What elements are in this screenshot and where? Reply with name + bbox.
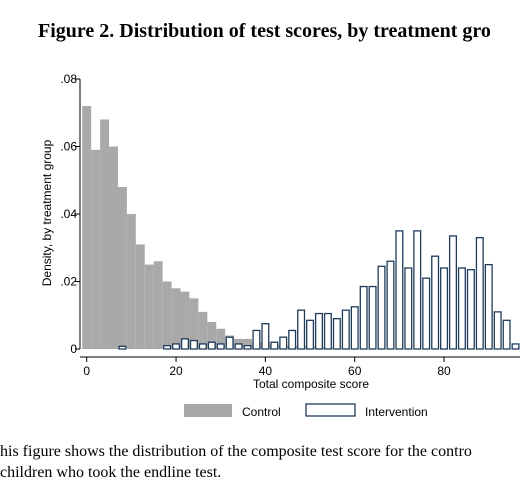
intervention-bar xyxy=(225,336,234,350)
intervention-bar xyxy=(288,329,297,350)
x-tick-label: 60 xyxy=(348,364,362,378)
control-bar xyxy=(243,338,252,350)
control-bar xyxy=(171,288,181,349)
control-bar xyxy=(135,244,145,350)
intervention-bar xyxy=(502,319,511,350)
intervention-bar xyxy=(422,277,431,350)
control-bar xyxy=(91,149,101,349)
intervention-bar xyxy=(306,319,315,350)
intervention-bar xyxy=(386,260,395,350)
intervention-bar xyxy=(431,255,440,350)
intervention-bar xyxy=(341,309,350,350)
control-bar xyxy=(100,119,110,349)
control-bar xyxy=(144,264,154,350)
intervention-bar xyxy=(448,235,458,350)
x-tick-label: 40 xyxy=(259,364,273,378)
intervention-bar xyxy=(404,267,413,350)
intervention-bar xyxy=(234,343,243,350)
x-tick-label: 0 xyxy=(83,364,90,378)
intervention-bar xyxy=(511,343,520,350)
intervention-bar xyxy=(297,309,306,350)
control-bars xyxy=(82,106,351,350)
control-bar xyxy=(109,146,118,349)
intervention-bar xyxy=(252,329,261,350)
legend-swatch-control xyxy=(184,404,232,417)
chart-svg: 0 .02 .04 .06 .08 0 20 40 60 80 Density, by treat… xyxy=(40,72,520,419)
y-tick-label: 0 xyxy=(70,342,77,356)
intervention-bar xyxy=(279,336,288,350)
control-bar xyxy=(189,298,199,350)
caption-line-2: children who took the endline test. xyxy=(0,464,222,481)
intervention-bar xyxy=(475,236,484,350)
intervention-bar xyxy=(270,341,279,350)
control-bar xyxy=(82,106,92,349)
x-tick-label: 20 xyxy=(169,364,183,378)
intervention-bar xyxy=(359,285,368,350)
intervention-bar xyxy=(368,285,377,350)
intervention-bar xyxy=(189,339,198,350)
intervention-bar xyxy=(198,343,207,350)
intervention-bar xyxy=(395,230,404,350)
control-bar xyxy=(216,328,226,349)
y-tick-label: .04 xyxy=(60,207,77,221)
intervention-bar xyxy=(243,344,252,350)
control-bar xyxy=(180,291,190,350)
axes: 0 .02 .04 .06 .08 0 20 40 60 80 xyxy=(60,72,520,378)
control-bar xyxy=(126,214,136,349)
intervention-bars xyxy=(118,230,520,350)
legend-swatch-intervention xyxy=(305,403,356,417)
control-bar xyxy=(207,322,217,349)
intervention-bar xyxy=(323,312,332,350)
figure-title: Figure 2. Distribution of test scores, b… xyxy=(38,20,491,42)
y-axis-label: Density, by treatment group xyxy=(40,139,54,286)
y-tick-label: .08 xyxy=(60,72,77,86)
intervention-bar xyxy=(466,269,475,350)
y-tick-label: .02 xyxy=(60,275,77,289)
intervention-bar xyxy=(484,263,493,350)
control-bar xyxy=(153,261,163,349)
intervention-bar xyxy=(261,323,270,350)
figure-caption: his figure shows the distribution of the… xyxy=(0,441,520,483)
intervention-bar xyxy=(457,267,466,350)
intervention-bar xyxy=(180,338,189,350)
intervention-bar xyxy=(413,230,422,350)
intervention-bar xyxy=(118,345,127,350)
histogram-chart: 0 .02 .04 .06 .08 0 20 40 60 80 Density, by treat… xyxy=(0,60,520,440)
intervention-bar xyxy=(216,343,225,350)
intervention-bar xyxy=(377,265,386,350)
caption-line-1: his figure shows the distribution of the… xyxy=(0,443,472,460)
intervention-bar xyxy=(172,343,181,350)
intervention-bar xyxy=(350,306,359,350)
intervention-bar xyxy=(207,341,216,350)
intervention-bar xyxy=(332,317,341,350)
control-bar xyxy=(198,311,208,350)
intervention-bar xyxy=(440,267,449,350)
legend-label-intervention: Intervention xyxy=(365,405,428,419)
intervention-bar xyxy=(314,312,323,350)
x-axis-label: Total composite score xyxy=(253,377,369,391)
intervention-bar xyxy=(163,344,172,350)
control-bar xyxy=(117,187,127,349)
x-tick-label: 80 xyxy=(437,364,451,378)
intervention-bar xyxy=(493,311,502,350)
legend: Control Intervention xyxy=(184,403,428,419)
control-bar xyxy=(162,281,172,349)
legend-label-control: Control xyxy=(242,405,281,419)
y-tick-label: .06 xyxy=(60,140,77,154)
